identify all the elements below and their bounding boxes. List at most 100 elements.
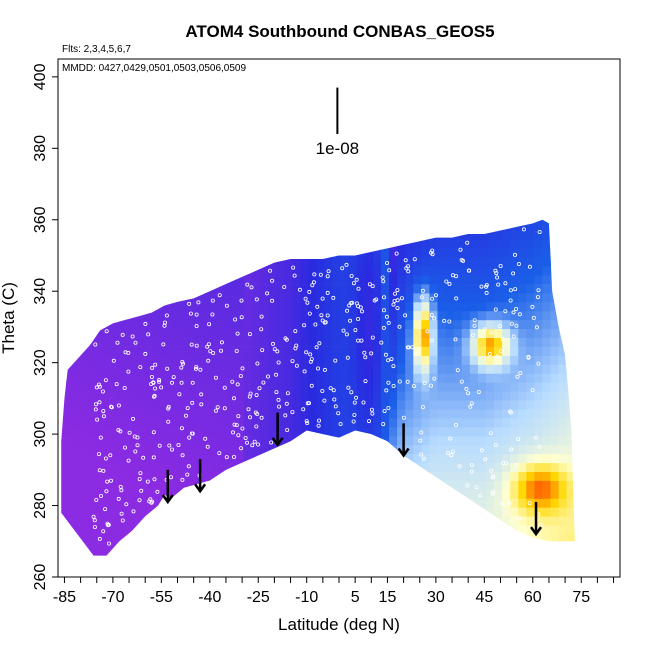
heatmap-cell	[356, 373, 366, 383]
heatmap-cell	[195, 319, 204, 330]
heatmap-cell	[364, 310, 374, 321]
heatmap-cell	[267, 275, 277, 285]
sample-point	[171, 375, 176, 380]
sample-point	[313, 322, 318, 327]
heatmap-cell	[251, 275, 261, 285]
sample-point	[450, 273, 455, 278]
heatmap-cell	[61, 471, 67, 481]
heatmap-cell	[292, 293, 301, 303]
heatmap-cell	[171, 471, 180, 481]
heatmap-cell	[356, 319, 366, 330]
heatmap-cell	[82, 534, 91, 544]
heatmap-cell	[461, 435, 471, 446]
sample-point	[318, 272, 323, 277]
heatmap-cell	[526, 391, 535, 401]
heatmap-cell	[235, 400, 245, 410]
heatmap-cell	[542, 284, 551, 294]
sample-point	[516, 437, 521, 442]
heatmap-cell	[510, 275, 519, 285]
heatmap-cell	[518, 400, 527, 410]
sample-point	[420, 405, 425, 410]
heatmap-cell	[324, 337, 333, 347]
heatmap-cell	[171, 444, 180, 455]
heatmap-cell	[114, 373, 123, 383]
sample-point	[328, 386, 333, 391]
heatmap-cell	[187, 319, 196, 330]
heatmap-cell	[486, 248, 495, 258]
heatmap-cell	[494, 248, 503, 258]
heatmap-cell	[364, 409, 374, 419]
sample-point	[385, 260, 390, 265]
heatmap-cell	[130, 489, 140, 499]
sample-point	[478, 493, 483, 498]
heatmap-cell	[259, 284, 269, 294]
sample-point	[253, 410, 258, 415]
heatmap-cell	[324, 400, 333, 410]
heatmap-cell	[421, 409, 430, 419]
heatmap-layer	[61, 219, 575, 556]
heatmap-cell	[106, 427, 115, 437]
heatmap-cell	[130, 498, 140, 508]
heatmap-cell	[308, 275, 317, 285]
heatmap-cell	[421, 328, 430, 338]
heatmap-cell	[405, 293, 414, 303]
heatmap-cell	[453, 257, 463, 267]
heatmap-cell	[413, 266, 422, 276]
heatmap-cell	[203, 337, 212, 347]
heatmap-cell	[243, 373, 253, 383]
heatmap-cell	[477, 462, 487, 472]
heatmap-cell	[356, 418, 366, 428]
heatmap-cell	[413, 409, 422, 419]
heatmap-cell	[486, 284, 495, 294]
heatmap-cell	[526, 293, 535, 303]
heatmap-cell	[211, 418, 220, 428]
sample-point	[199, 402, 204, 407]
heatmap-cell	[106, 525, 115, 535]
heatmap-cell	[227, 310, 237, 321]
heatmap-cell	[74, 507, 83, 517]
sample-point	[469, 401, 474, 406]
heatmap-cell	[276, 409, 285, 419]
heatmap-cell	[259, 391, 269, 401]
heatmap-cell	[251, 391, 261, 401]
heatmap-cell	[98, 507, 107, 517]
heatmap-cell	[154, 391, 164, 401]
heatmap-cell	[122, 319, 132, 330]
heatmap-cell	[453, 275, 463, 285]
heatmap-cell	[324, 355, 333, 365]
heatmap-cell	[510, 310, 519, 321]
heatmap-cell	[494, 480, 503, 490]
heatmap-cell	[469, 489, 479, 499]
heatmap-cell	[510, 355, 519, 365]
heatmap-cell	[526, 248, 535, 258]
heatmap-cell	[486, 409, 495, 419]
heatmap-cell	[445, 301, 455, 312]
heatmap-cell	[510, 489, 519, 499]
sample-point	[104, 489, 109, 494]
heatmap-cell	[437, 373, 446, 383]
heatmap-cell	[332, 284, 341, 294]
arrow-marker	[271, 412, 284, 447]
heatmap-cell	[542, 382, 551, 392]
heatmap-cell	[195, 337, 204, 347]
heatmap-cell	[122, 489, 132, 499]
x-tick-label: 30	[427, 589, 445, 606]
sample-point	[527, 501, 532, 506]
heatmap-cell	[146, 480, 156, 490]
sample-point	[322, 367, 327, 372]
sample-point	[151, 380, 156, 385]
heatmap-cell	[534, 328, 543, 338]
heatmap-cell	[550, 462, 560, 472]
heatmap-cell	[61, 462, 67, 472]
heatmap-cell	[445, 382, 455, 392]
heatmap-cell	[526, 284, 535, 294]
heatmap-cell	[106, 516, 115, 526]
heatmap-cell	[211, 462, 220, 472]
sample-point	[132, 434, 137, 439]
sample-point	[381, 308, 386, 313]
heatmap-cell	[316, 310, 325, 321]
heatmap-cell	[510, 248, 519, 258]
heatmap-cell	[534, 266, 543, 276]
heatmap-cell	[308, 418, 317, 428]
heatmap-cell	[348, 293, 358, 303]
